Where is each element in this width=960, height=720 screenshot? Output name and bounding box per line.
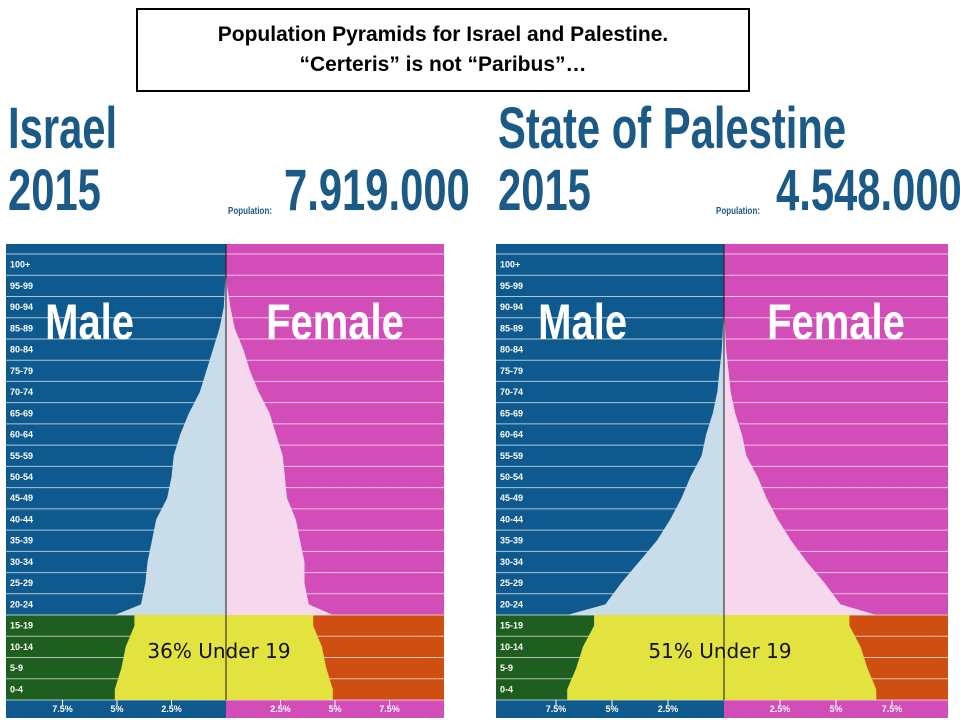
pyramid-palestine: 0-4 5-9 10-14 15-19 20-24 25-29 30-34 35-39 40-4…	[496, 244, 948, 718]
age-label: 50-54	[500, 472, 523, 482]
country-name-israel: Israel	[8, 96, 118, 161]
age-label: 95-99	[10, 281, 33, 291]
slide-title-box: Population Pyramids for Israel and Pales…	[136, 8, 750, 92]
age-label: 0-4	[500, 684, 513, 694]
age-label: 75-79	[500, 366, 523, 376]
population-value-israel: 7.919.000	[284, 158, 470, 223]
population-label-palestine: Population:	[716, 206, 760, 217]
slide-title-line-2: “Certeris” is not “Paribus”…	[299, 53, 587, 76]
age-label: 5-9	[500, 663, 513, 673]
x-tick-label: 7.5%	[546, 704, 567, 714]
age-label: 20-24	[10, 599, 33, 609]
age-label: 70-74	[500, 387, 523, 397]
pyramid-palestine-svg: 0-4 5-9 10-14 15-19 20-24 25-29 30-34 35-39 40-4…	[496, 244, 948, 718]
population-value-palestine: 4.548.000	[776, 158, 960, 223]
age-label: 90-94	[10, 302, 33, 312]
female-bars-young	[226, 615, 333, 700]
age-label: 25-29	[10, 578, 33, 588]
age-label: 10-14	[500, 642, 523, 652]
age-label: 55-59	[10, 451, 33, 461]
age-label: 40-44	[500, 514, 523, 524]
female-label: Female	[266, 294, 404, 350]
female-bars-young	[724, 615, 877, 700]
male-axis-strip	[496, 700, 724, 718]
pyramid-israel-svg: 0-4 5-9 10-14 15-19 20-24 25-29 30-34 35-39 40-4…	[6, 244, 444, 718]
age-label: 85-89	[500, 323, 523, 333]
age-label: 25-29	[500, 578, 523, 588]
age-label: 65-69	[500, 408, 523, 418]
age-label: 45-49	[500, 493, 523, 503]
age-label: 60-64	[10, 430, 33, 440]
female-label: Female	[767, 294, 905, 350]
age-label: 15-19	[500, 621, 523, 631]
age-label: 50-54	[10, 472, 33, 482]
under-19-annotation: 51% Under 19	[648, 639, 791, 663]
population-label-israel: Population:	[228, 206, 272, 217]
x-tick-label: 7.5%	[52, 704, 73, 714]
age-label: 60-64	[500, 430, 523, 440]
x-tick-label: 2.5%	[270, 704, 291, 714]
age-label: 100+	[500, 260, 520, 270]
x-tick-label: 7.5%	[379, 704, 400, 714]
slide-title-line-1: Population Pyramids for Israel and Pales…	[217, 23, 669, 46]
age-label: 35-39	[10, 536, 33, 546]
under-19-annotation: 36% Under 19	[147, 639, 290, 663]
year-palestine: 2015	[498, 158, 591, 223]
age-label: 30-34	[10, 557, 33, 567]
x-tick-label: 5%	[605, 704, 618, 714]
age-label: 65-69	[10, 408, 33, 418]
x-tick-label: 5%	[328, 704, 341, 714]
age-label: 55-59	[500, 451, 523, 461]
x-tick-label: 7.5%	[882, 704, 903, 714]
male-label: Male	[45, 294, 134, 350]
age-label: 70-74	[10, 387, 33, 397]
age-label: 80-84	[10, 345, 33, 355]
age-label: 15-19	[10, 621, 33, 631]
age-label: 100+	[10, 260, 30, 270]
male-bars-young	[567, 615, 724, 700]
age-label: 45-49	[10, 493, 33, 503]
male-bars-adult	[567, 254, 724, 615]
age-label: 30-34	[500, 557, 523, 567]
female-bars-adult	[724, 254, 877, 615]
country-name-palestine: State of Palestine	[498, 96, 847, 161]
male-bars-adult	[114, 254, 226, 615]
x-tick-label: 2.5%	[658, 704, 679, 714]
age-label: 5-9	[10, 663, 23, 673]
x-tick-label: 2.5%	[161, 704, 182, 714]
age-label: 0-4	[10, 684, 23, 694]
age-label: 90-94	[500, 302, 523, 312]
age-label: 80-84	[500, 345, 523, 355]
age-label: 10-14	[10, 642, 33, 652]
male-bars-young	[114, 615, 226, 700]
x-tick-label: 5%	[829, 704, 842, 714]
pyramid-israel: 0-4 5-9 10-14 15-19 20-24 25-29 30-34 35-39 40-4…	[6, 244, 444, 718]
age-label: 85-89	[10, 323, 33, 333]
age-label: 35-39	[500, 536, 523, 546]
year-israel: 2015	[8, 158, 101, 223]
age-label: 95-99	[500, 281, 523, 291]
age-label: 75-79	[10, 366, 33, 376]
male-label: Male	[538, 294, 627, 350]
age-label: 20-24	[500, 599, 523, 609]
x-tick-label: 5%	[110, 704, 123, 714]
x-tick-label: 2.5%	[770, 704, 791, 714]
age-label: 40-44	[10, 514, 33, 524]
female-bars-adult	[226, 254, 333, 615]
